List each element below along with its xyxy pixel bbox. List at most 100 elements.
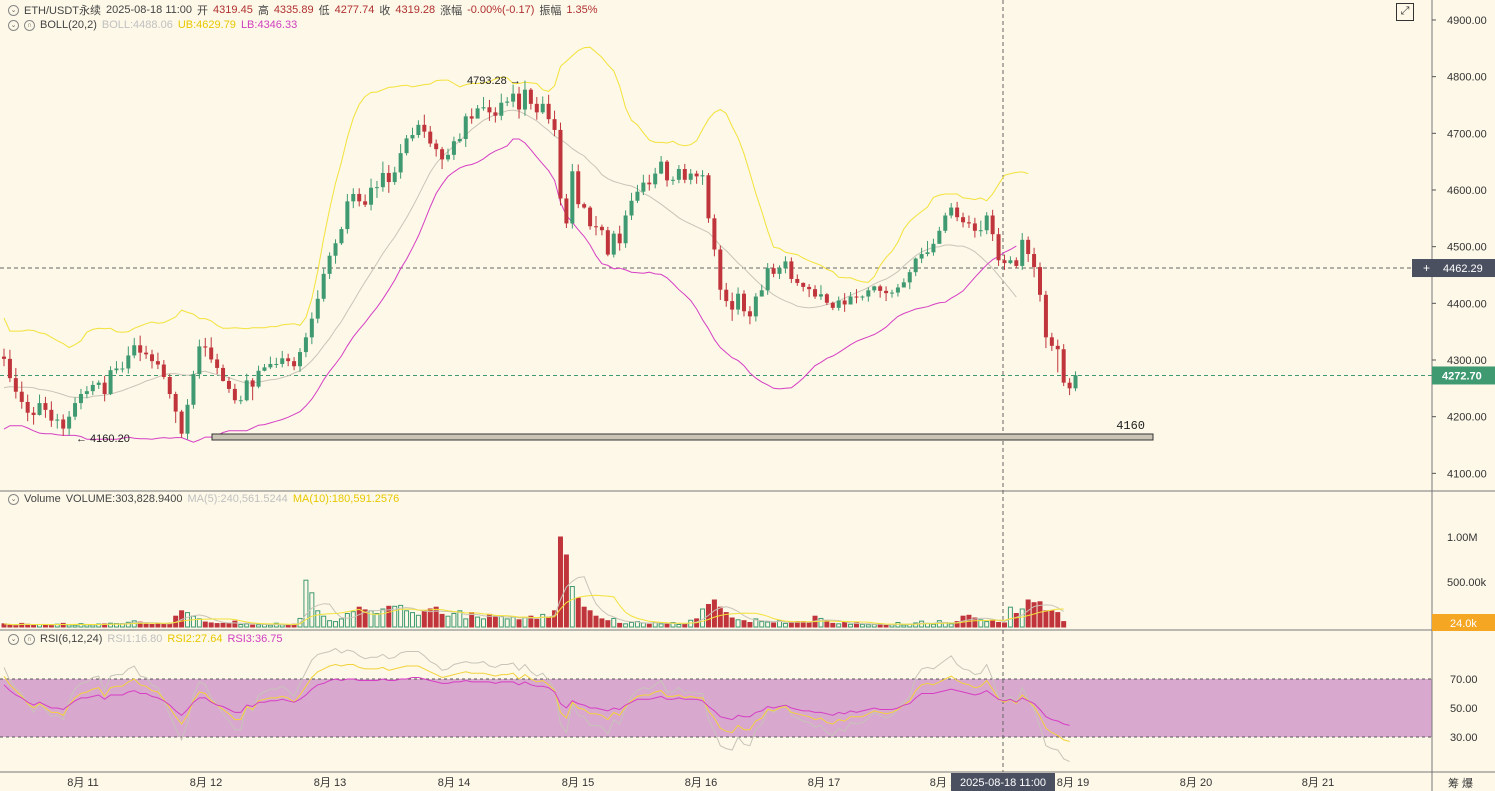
chevron-icon[interactable]: ⌄ <box>8 493 19 505</box>
volume-bar <box>1049 610 1055 628</box>
chevron-icon[interactable]: ⌄ <box>8 633 19 645</box>
candle-body <box>451 141 456 155</box>
lock-icon[interactable]: ∩ <box>24 633 35 645</box>
candle-body <box>682 169 687 180</box>
candle-body <box>274 363 279 365</box>
candle-body <box>641 182 646 192</box>
boll-mid: BOLL:4488.06 <box>101 19 173 31</box>
volume-bar <box>267 624 273 628</box>
candle-body <box>511 93 516 102</box>
price-tick-label: 4300.00 <box>1447 355 1487 367</box>
amp-value: 1.35% <box>566 4 598 16</box>
tools-label[interactable]: 筹 爆 <box>1448 778 1474 790</box>
candle-body <box>576 171 581 205</box>
candle-body <box>694 173 699 177</box>
volume-name[interactable]: Volume <box>24 493 61 505</box>
candle-body <box>173 394 178 412</box>
fullscreen-icon[interactable]: ⤢ <box>1396 3 1414 21</box>
candle-body <box>126 355 131 369</box>
volume-bar <box>1055 612 1061 628</box>
symbol-label[interactable]: ETH/USDT永续 <box>24 5 101 17</box>
volume-current-box <box>1432 614 1495 631</box>
volume-bar <box>143 623 149 628</box>
candle-body <box>102 382 107 395</box>
volume-bar <box>350 611 356 628</box>
candle-body <box>463 116 468 139</box>
candle-body <box>647 182 652 185</box>
candle-body <box>481 107 486 109</box>
chevron-icon[interactable]: ⌄ <box>8 4 19 16</box>
volume-bar <box>729 617 735 628</box>
time-tick-label: 8月 12 <box>190 777 222 789</box>
volume-bar <box>344 613 350 628</box>
volume-bar <box>481 618 487 628</box>
volume-bar <box>593 615 599 628</box>
rsi-name[interactable]: RSI(6,12,24) <box>40 633 103 645</box>
candle-body <box>872 286 877 291</box>
candle-body <box>422 124 427 132</box>
volume-bar <box>1061 621 1067 628</box>
candle-body <box>197 346 202 375</box>
volume-bar <box>735 619 741 628</box>
volume-bar <box>338 618 344 628</box>
volume-bar <box>463 618 469 628</box>
candle-body <box>522 89 527 110</box>
volume-bar <box>978 619 984 628</box>
volume-bar <box>398 604 404 628</box>
candle-body <box>919 254 924 259</box>
support-level-label: 4160 <box>1116 419 1145 433</box>
candle-body <box>582 204 587 208</box>
volume-bar <box>273 622 279 628</box>
volume-bar <box>427 608 433 628</box>
boll-name[interactable]: BOLL(20,2) <box>40 19 97 31</box>
lock-icon[interactable]: ∩ <box>24 19 35 31</box>
candle-body <box>250 380 255 387</box>
volume-bar <box>782 622 788 628</box>
crosshair-plus: + <box>1423 261 1430 275</box>
candle-body <box>226 380 231 389</box>
candle-body <box>280 358 285 364</box>
annotations: 4793.28 → ← 4160.20 4160 <box>76 75 1154 445</box>
candle-body <box>878 286 883 291</box>
candle-body <box>884 290 889 294</box>
candle-body <box>925 252 930 255</box>
candle-body <box>19 391 24 402</box>
volume-bar <box>315 610 321 628</box>
candle-body <box>321 273 326 299</box>
volume-bar <box>510 616 516 628</box>
boll-header: ⌄ ∩ BOLL(20,2) BOLL:4488.06 UB:4629.79 L… <box>8 19 297 31</box>
candle-body <box>546 103 551 120</box>
volume-bar <box>333 621 339 628</box>
candle-body <box>1014 260 1019 266</box>
candle-body <box>978 230 983 232</box>
volume-bar <box>806 622 812 628</box>
volume-bar <box>575 597 581 628</box>
candle-body <box>943 215 948 231</box>
candle-body <box>753 296 758 317</box>
rsi-tick-label: 50.00 <box>1450 703 1478 715</box>
candle-body <box>1002 260 1007 264</box>
candle-body <box>1055 345 1060 350</box>
candle-body <box>327 255 332 274</box>
volume-bar <box>972 617 978 628</box>
candle-body <box>179 411 184 434</box>
volume-ma10: MA(10):180,591.2576 <box>292 493 400 505</box>
candle-body <box>1049 337 1054 346</box>
candle-body <box>836 300 841 308</box>
volume-header: ⌄ Volume VOLUME:303,828.9400 MA(5):240,5… <box>8 493 399 505</box>
candle-body <box>623 215 628 244</box>
volume-bar <box>930 623 936 628</box>
volume-bar <box>1037 601 1043 628</box>
chevron-icon[interactable]: ⌄ <box>8 19 19 31</box>
volume-bar <box>522 617 528 628</box>
time-tick-label: 8月 17 <box>808 777 840 789</box>
candle-body <box>949 207 954 216</box>
volume-bar <box>865 624 871 628</box>
time-tick-label: 8月 14 <box>438 777 470 789</box>
candle-body <box>238 400 243 402</box>
volume-bar <box>362 609 368 628</box>
datetime-label: 2025-08-18 11:00 <box>106 4 193 16</box>
candle-body <box>813 289 818 297</box>
volume-bar <box>108 622 114 628</box>
